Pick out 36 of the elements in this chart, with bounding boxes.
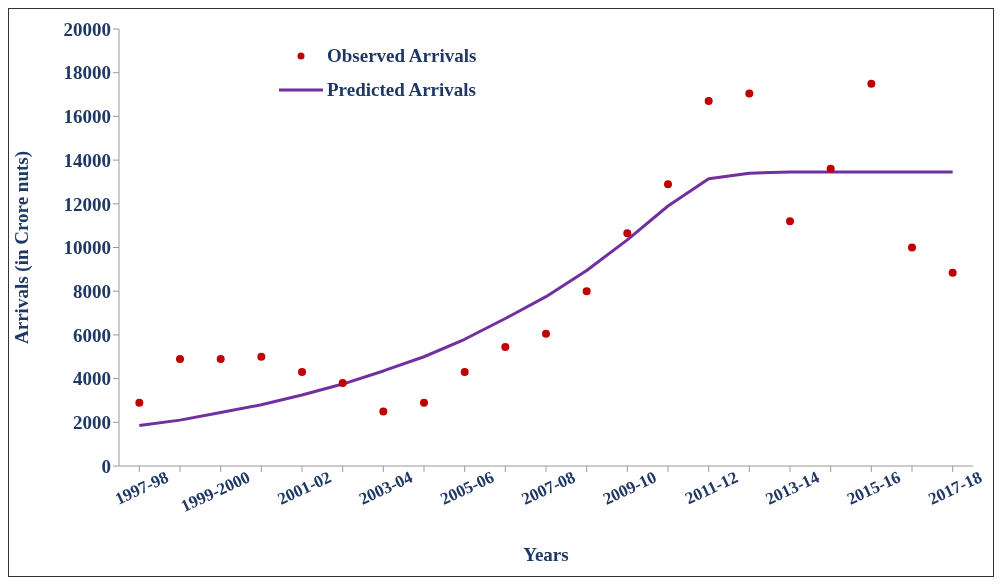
point: [664, 180, 672, 189]
point: [542, 329, 550, 338]
point: [867, 79, 876, 88]
y-tick-label: 8000: [73, 280, 111, 302]
point: [948, 268, 957, 277]
point: [704, 97, 713, 106]
y-tick-label: 18000: [63, 62, 111, 84]
point: [745, 89, 754, 98]
legend-label: Predicted Arrivals: [327, 79, 476, 101]
point: [623, 229, 632, 238]
point: [786, 217, 794, 226]
point: [908, 243, 916, 252]
point: [460, 368, 469, 377]
point: [298, 368, 306, 377]
y-tick-label: 20000: [63, 18, 111, 40]
y-tick-label: 16000: [63, 106, 111, 128]
point: [176, 354, 184, 363]
point: [257, 352, 266, 361]
point: [501, 342, 510, 351]
x-axis-title: Years: [523, 544, 569, 565]
point: [826, 164, 835, 173]
point: [338, 378, 347, 387]
point: [216, 354, 225, 363]
y-tick-label: 6000: [73, 324, 111, 346]
y-tick-label: 10000: [63, 237, 111, 259]
y-tick-label: 2000: [73, 412, 111, 434]
point: [582, 287, 591, 296]
point: [135, 398, 144, 407]
point: [420, 398, 428, 407]
y-tick-label: 14000: [63, 149, 111, 171]
legend-label: Observed Arrivals: [327, 45, 477, 67]
y-axis-title: Arrivals (in Crore nuts): [10, 151, 33, 344]
y-tick-label: 4000: [73, 368, 111, 390]
y-tick-label: 12000: [63, 193, 111, 215]
y-tick-label: 0: [101, 455, 111, 477]
point: [379, 407, 388, 416]
